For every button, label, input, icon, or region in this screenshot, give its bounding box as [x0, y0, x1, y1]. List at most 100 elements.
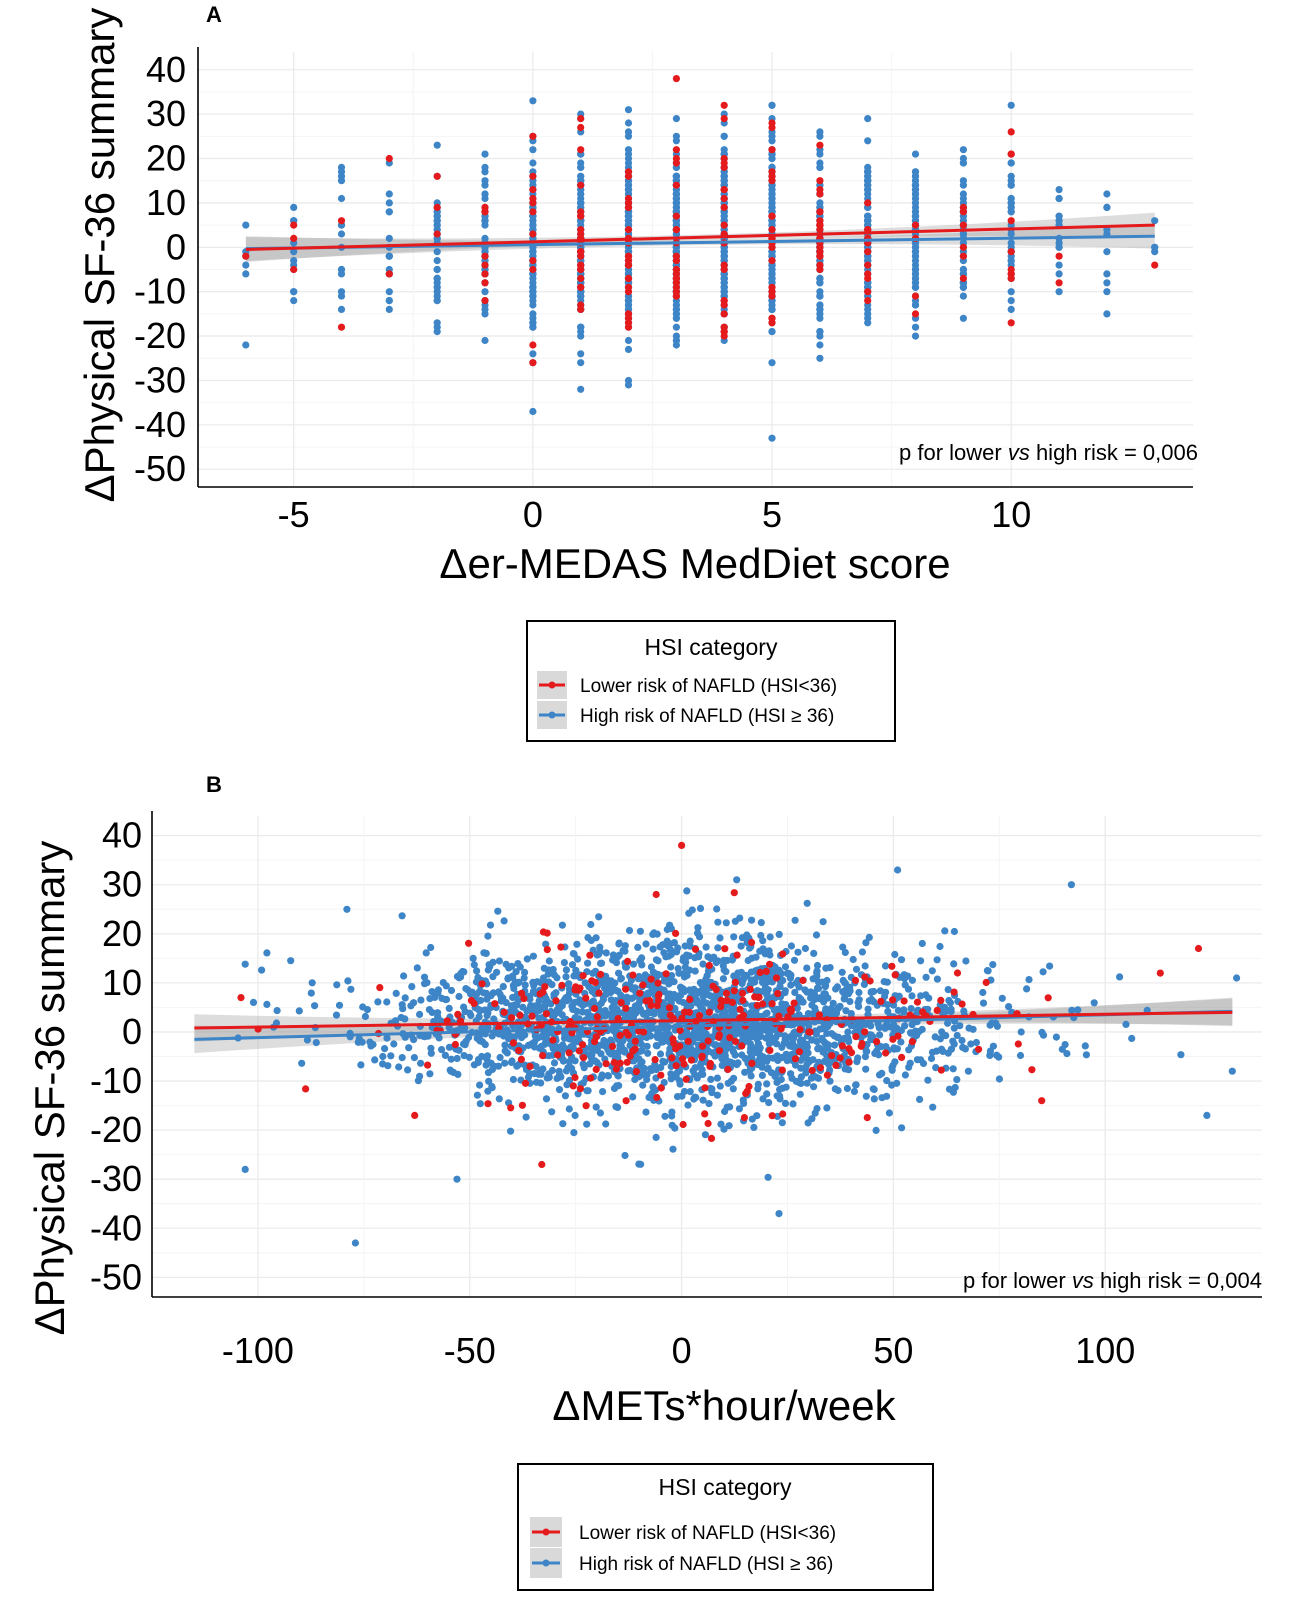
data-point	[787, 981, 795, 989]
y-tick-label: -10	[134, 271, 186, 312]
data-point	[577, 385, 585, 393]
data-point	[337, 292, 346, 300]
data-point	[636, 997, 644, 1005]
data-point	[714, 944, 722, 952]
data-point	[701, 1110, 709, 1118]
x-tick-label: 50	[873, 1330, 913, 1371]
data-point	[601, 1012, 610, 1020]
data-point	[681, 1008, 689, 1016]
data-point	[778, 1119, 786, 1127]
data-point	[610, 1058, 618, 1067]
data-point	[568, 961, 577, 969]
data-point	[523, 955, 531, 963]
data-point	[1151, 243, 1159, 251]
data-point	[686, 995, 694, 1004]
data-point	[698, 1042, 707, 1050]
data-point	[828, 1052, 836, 1060]
data-point	[657, 1084, 665, 1092]
data-point	[813, 961, 822, 970]
data-point	[675, 992, 683, 1000]
legend-key-high-risk-b	[530, 1548, 562, 1578]
data-point	[573, 940, 581, 948]
data-point	[629, 1093, 637, 1101]
data-point	[799, 976, 807, 985]
data-point	[734, 1059, 742, 1067]
data-point	[696, 904, 705, 912]
data-point	[659, 1036, 667, 1044]
data-point	[639, 1081, 647, 1089]
data-point	[624, 168, 633, 176]
data-point	[774, 990, 782, 998]
data-point	[298, 1059, 306, 1067]
data-point	[355, 1035, 363, 1043]
data-point	[672, 226, 681, 234]
y-tick-label: 20	[102, 913, 142, 954]
data-point	[657, 1071, 665, 1079]
data-point	[485, 1077, 493, 1085]
data-point	[768, 119, 776, 127]
data-point	[624, 336, 633, 345]
data-point	[584, 934, 592, 942]
data-point	[312, 1039, 320, 1047]
data-point	[612, 1065, 621, 1073]
data-point	[795, 1048, 804, 1056]
data-point	[768, 288, 776, 296]
data-point	[569, 1082, 577, 1090]
data-point	[1052, 1033, 1060, 1041]
panel-a: A 40 30 20 10 0 -10 -20 -30 -40 -50 -5 0 5 10 p for …	[0, 0, 1299, 760]
data-point	[602, 1120, 610, 1128]
data-point	[838, 968, 846, 976]
data-point	[470, 1061, 478, 1069]
data-point	[662, 953, 670, 961]
data-point	[617, 974, 626, 982]
data-point	[950, 960, 958, 968]
data-point	[626, 1009, 634, 1017]
data-point	[1228, 1067, 1236, 1075]
data-point	[768, 319, 776, 327]
data-point	[337, 168, 346, 176]
data-point	[839, 988, 847, 996]
data-point	[815, 1044, 823, 1052]
data-point	[423, 979, 431, 987]
data-point	[571, 1057, 579, 1065]
data-point	[488, 1082, 496, 1091]
data-point	[428, 1008, 436, 1017]
data-point	[654, 1028, 662, 1036]
data-point	[481, 163, 489, 171]
data-point	[1103, 310, 1111, 318]
data-point	[720, 132, 728, 140]
data-point	[608, 1042, 617, 1050]
data-point	[433, 328, 441, 336]
data-point	[841, 948, 849, 957]
data-point	[672, 270, 681, 278]
legend-b: HSI category Lower risk of NAFLD (HSI<36…	[517, 1463, 934, 1591]
data-point	[870, 1085, 878, 1094]
data-point	[529, 97, 537, 105]
data-point	[839, 976, 847, 984]
data-point	[529, 186, 537, 194]
data-point	[937, 996, 945, 1004]
data-point	[629, 1047, 637, 1055]
data-point	[842, 1007, 850, 1015]
data-point	[655, 990, 663, 998]
data-point	[735, 1105, 744, 1113]
data-point	[636, 1005, 645, 1013]
data-point	[623, 1058, 631, 1066]
data-point	[810, 989, 818, 997]
data-point	[595, 913, 603, 921]
data-point	[864, 297, 872, 305]
grid-a	[198, 52, 1193, 487]
data-point	[502, 999, 510, 1007]
data-point	[764, 978, 772, 986]
data-point	[778, 1066, 786, 1074]
data-point	[794, 948, 802, 956]
data-point	[1151, 217, 1159, 225]
data-point	[290, 257, 298, 265]
y-tick-label: -50	[90, 1256, 142, 1297]
data-point	[1007, 288, 1015, 296]
data-point	[604, 1072, 613, 1080]
data-point	[1028, 1066, 1036, 1074]
data-point	[577, 301, 585, 309]
data-point	[740, 1099, 748, 1107]
data-point	[1194, 944, 1203, 953]
